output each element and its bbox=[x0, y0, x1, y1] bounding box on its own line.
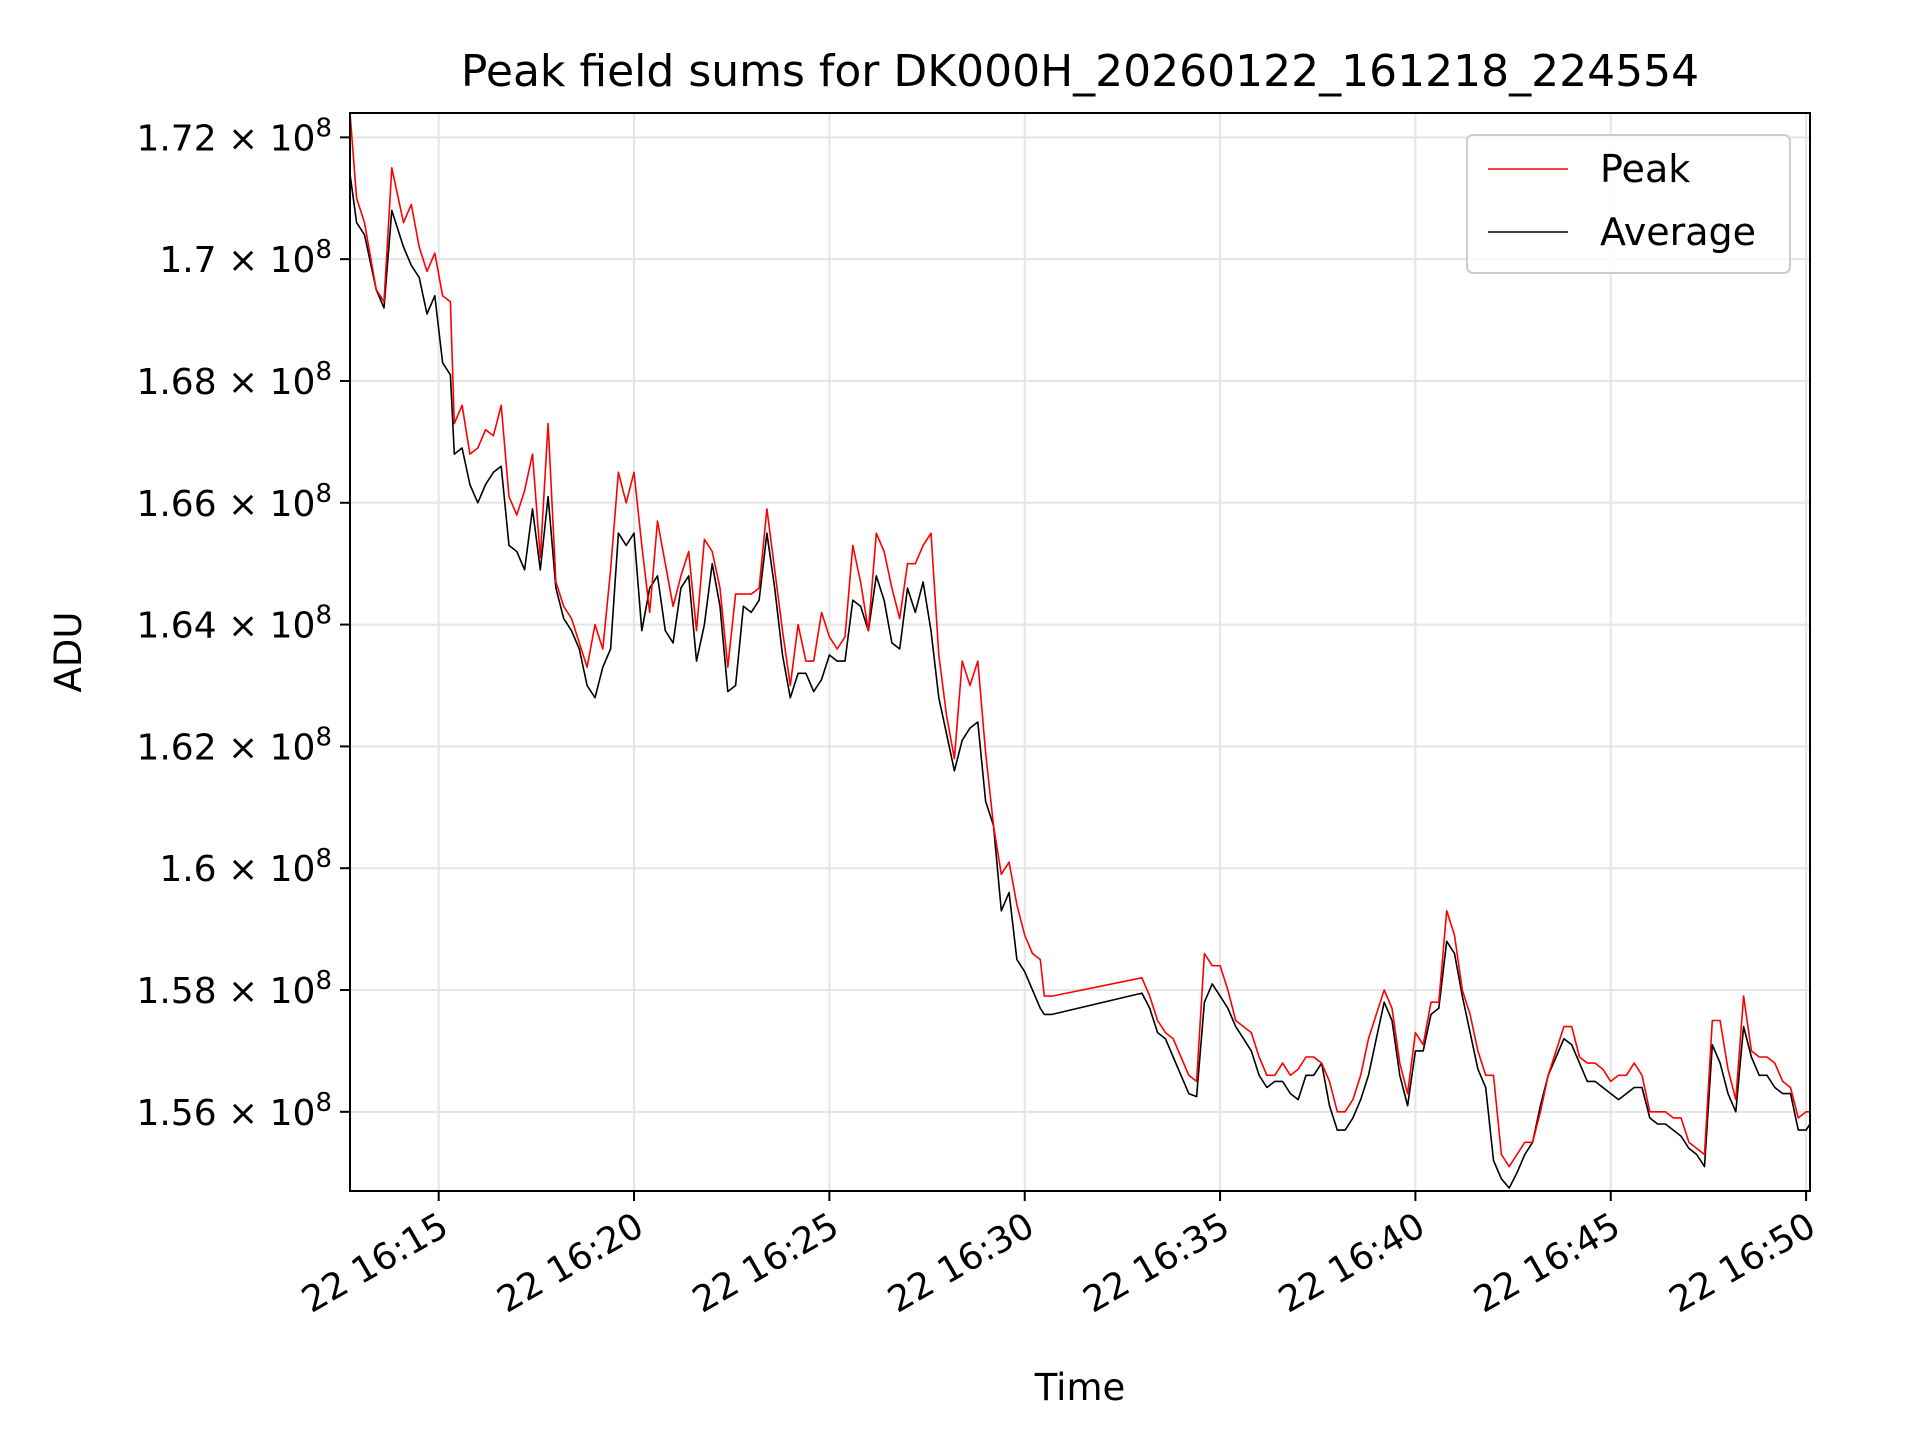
y-tick-label: 1.58 × 108 bbox=[136, 966, 332, 1012]
legend: Peak Average bbox=[1466, 134, 1791, 274]
legend-label-average: Average bbox=[1600, 210, 1756, 254]
y-tick-label: 1.62 × 108 bbox=[136, 722, 332, 768]
y-axis-label: ADU bbox=[47, 612, 90, 693]
plot-frame bbox=[349, 112, 1811, 1192]
y-tick-label: 1.7 × 108 bbox=[159, 235, 332, 281]
y-tick-label: 1.56 × 108 bbox=[136, 1088, 332, 1134]
series-line-average bbox=[350, 173, 1810, 1189]
y-tick-label: 1.72 × 108 bbox=[136, 113, 332, 159]
y-tick-label: 1.68 × 108 bbox=[136, 357, 332, 403]
x-axis-label: Time bbox=[1034, 1366, 1126, 1409]
series-line-peak bbox=[350, 113, 1810, 1168]
chart-title: Peak field sums for DK000H_20260122_1612… bbox=[461, 46, 1699, 97]
y-axis: 1.56 × 108 1.58 × 108 1.6 × 108 1.62 × 108 1… bbox=[136, 113, 350, 1134]
y-tick-label: 1.64 × 108 bbox=[136, 601, 332, 647]
legend-label-peak: Peak bbox=[1600, 147, 1690, 191]
y-tick-label: 1.6 × 108 bbox=[159, 844, 332, 890]
series-layer bbox=[350, 113, 1810, 1189]
y-tick-label: 1.66 × 108 bbox=[136, 479, 332, 525]
